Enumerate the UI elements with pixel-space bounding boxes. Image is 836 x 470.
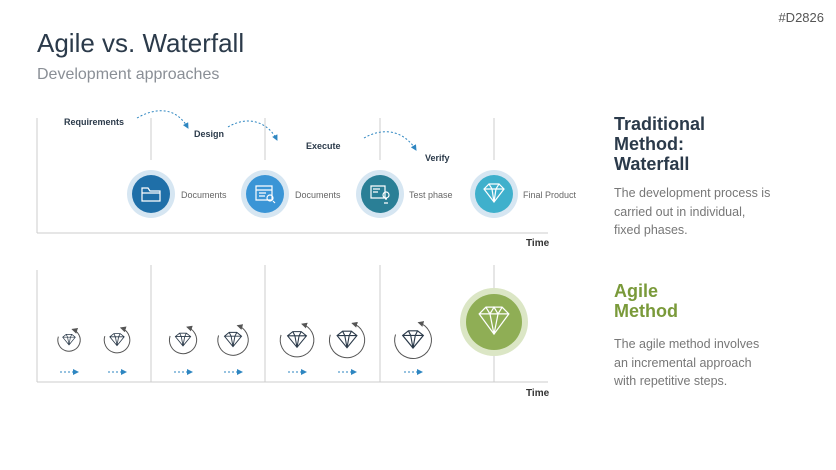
output-label-4: Final Product [523,190,577,200]
step-requirements: Requirements [64,117,125,127]
agile-iteration-7 [394,321,432,375]
output-circle-2 [241,170,289,218]
output-circle-3 [356,170,404,218]
page-subtitle: Development approaches [37,66,220,83]
agile-iteration-1 [57,327,81,375]
cycle-arrow-icon [394,321,432,359]
diamond-icon [223,331,243,348]
step-execute: Execute [306,141,341,151]
cycle-arrow-icon [279,322,315,358]
diamond-icon [483,183,505,203]
diamond-icon [62,334,76,346]
diamond-icon [174,332,192,347]
agile-iteration-5 [279,322,315,375]
agile-heading: Agile Method [614,281,678,321]
diamond-icon [109,333,125,347]
waterfall-axes [36,118,548,234]
output-circle-1 [127,170,175,218]
search-document-icon [255,185,276,204]
traditional-heading: Traditional Method: Waterfall [614,114,706,174]
cycle-arrow-icon [57,327,81,352]
cycle-arrow-icon [103,326,131,354]
output-label-1: Documents [181,190,227,200]
agile-iteration-4 [217,324,249,375]
diamond-icon [336,330,358,349]
agile-time-label: Time [526,388,550,399]
page-title: Agile vs. Waterfall [37,28,245,58]
agile-iteration-6 [329,321,366,375]
idea-board-icon [370,185,390,204]
cycle-arrow-icon [329,321,366,359]
step-arrows [136,110,417,151]
diamond-icon [401,330,425,349]
folder-icon [141,187,161,202]
agile-description: The agile method involves an incremental… [614,337,760,388]
diamond-icon [286,331,308,349]
diamond-icon [478,305,510,336]
agile-final-product [460,288,528,356]
traditional-description: The development process is carried out i… [614,186,771,237]
cycle-arrow-icon [168,325,198,355]
cycle-arrow-icon [217,324,249,356]
waterfall-time-label: Time [526,238,550,249]
slide-id: #D2826 [778,10,824,25]
output-circle-4 [470,170,518,218]
output-label-2: Documents [295,190,341,200]
agile-iteration-3 [168,325,198,375]
step-verify: Verify [425,153,450,163]
output-label-3: Test phase [409,190,453,200]
step-design: Design [194,129,225,139]
agile-iteration-2 [103,326,131,375]
